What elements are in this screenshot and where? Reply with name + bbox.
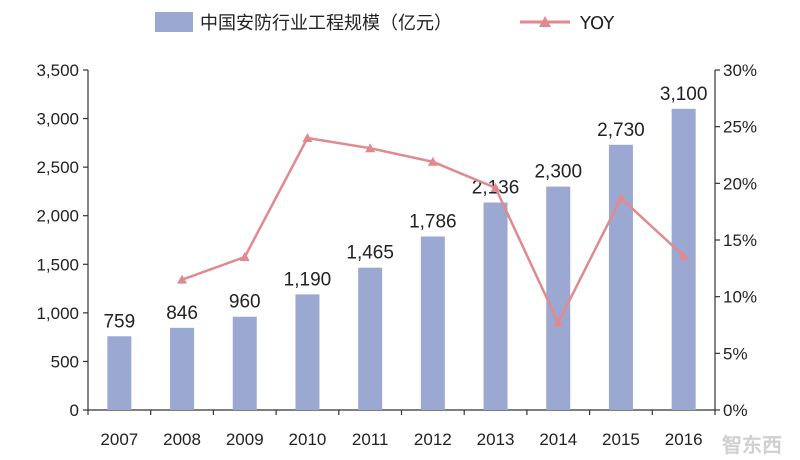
legend-label-bar: 中国安防行业工程规模（亿元）	[200, 13, 452, 34]
bar-data-label: 1,786	[409, 212, 457, 233]
x-tick-label: 2009	[226, 430, 264, 449]
bar	[420, 236, 445, 410]
right-tick-label: 15%	[723, 231, 757, 250]
right-tick-label: 0%	[723, 401, 748, 420]
bar-data-label: 846	[166, 303, 198, 324]
bar	[295, 294, 320, 410]
bar	[107, 336, 132, 410]
x-tick-label: 2016	[665, 430, 703, 449]
left-tick-label: 500	[51, 352, 79, 371]
legend-marker-triangle-icon	[539, 16, 551, 27]
yoy-point	[427, 156, 438, 166]
bar-series	[107, 108, 696, 411]
left-tick-label: 1,000	[36, 304, 79, 323]
yoy-line-series	[177, 133, 689, 327]
right-tick-label: 5%	[723, 344, 748, 363]
yoy-point	[365, 143, 376, 153]
yoy-point	[678, 250, 689, 260]
right-tick-label: 10%	[723, 288, 757, 307]
left-axis-ticks: 0 500 1,000 1,500 2,000 2,500 3,000 3,500	[36, 61, 88, 420]
left-tick-label: 3,500	[36, 61, 79, 80]
bar-data-label: 2,730	[597, 120, 645, 141]
bar	[170, 327, 195, 410]
yoy-point	[239, 252, 250, 261]
yoy-point	[490, 182, 501, 192]
x-tick-label: 2008	[163, 430, 201, 449]
x-axis-ticks: 2007 2008 2009 2010 2011 2012 2013 2014 2015 2016	[87, 410, 716, 449]
left-tick-label: 2,500	[36, 158, 79, 177]
legend: 中国安防行业工程规模（亿元） YOY	[155, 12, 615, 34]
left-tick-label: 2,000	[36, 207, 79, 226]
bar-data-label: 2,300	[534, 162, 582, 183]
x-tick-label: 2012	[414, 430, 452, 449]
yoy-point	[177, 274, 188, 284]
legend-label-line: YOY	[579, 13, 615, 34]
x-tick-label: 2014	[539, 430, 577, 449]
bar	[546, 186, 571, 410]
x-tick-label: 2007	[100, 430, 138, 449]
bar	[232, 316, 257, 410]
x-tick-label: 2013	[477, 430, 515, 449]
bar	[358, 267, 383, 410]
left-tick-label: 1,500	[36, 255, 79, 274]
x-tick-label: 2010	[289, 430, 327, 449]
bar-data-label: 1,190	[284, 269, 332, 290]
legend-swatch-bar	[155, 12, 193, 32]
bar-data-label: 3,100	[660, 84, 708, 105]
x-tick-label: 2015	[602, 430, 640, 449]
right-tick-label: 25%	[723, 118, 757, 137]
right-axis-ticks: 0% 5% 10% 15% 20% 25% 30%	[715, 61, 757, 420]
bar-data-label: 1,465	[346, 243, 394, 264]
left-tick-label: 3,000	[36, 110, 79, 129]
right-tick-label: 30%	[723, 61, 757, 80]
watermark-text: 智东西	[722, 433, 782, 457]
yoy-point	[302, 133, 313, 142]
bar	[608, 144, 633, 411]
yoy-point	[615, 193, 626, 203]
right-tick-label: 20%	[723, 174, 757, 193]
yoy-point	[553, 317, 564, 327]
bar	[483, 202, 508, 410]
x-tick-label: 2011	[352, 430, 389, 449]
left-tick-label: 0	[70, 401, 79, 420]
bar-data-label: 759	[103, 311, 135, 332]
bar-data-label: 960	[229, 292, 261, 313]
